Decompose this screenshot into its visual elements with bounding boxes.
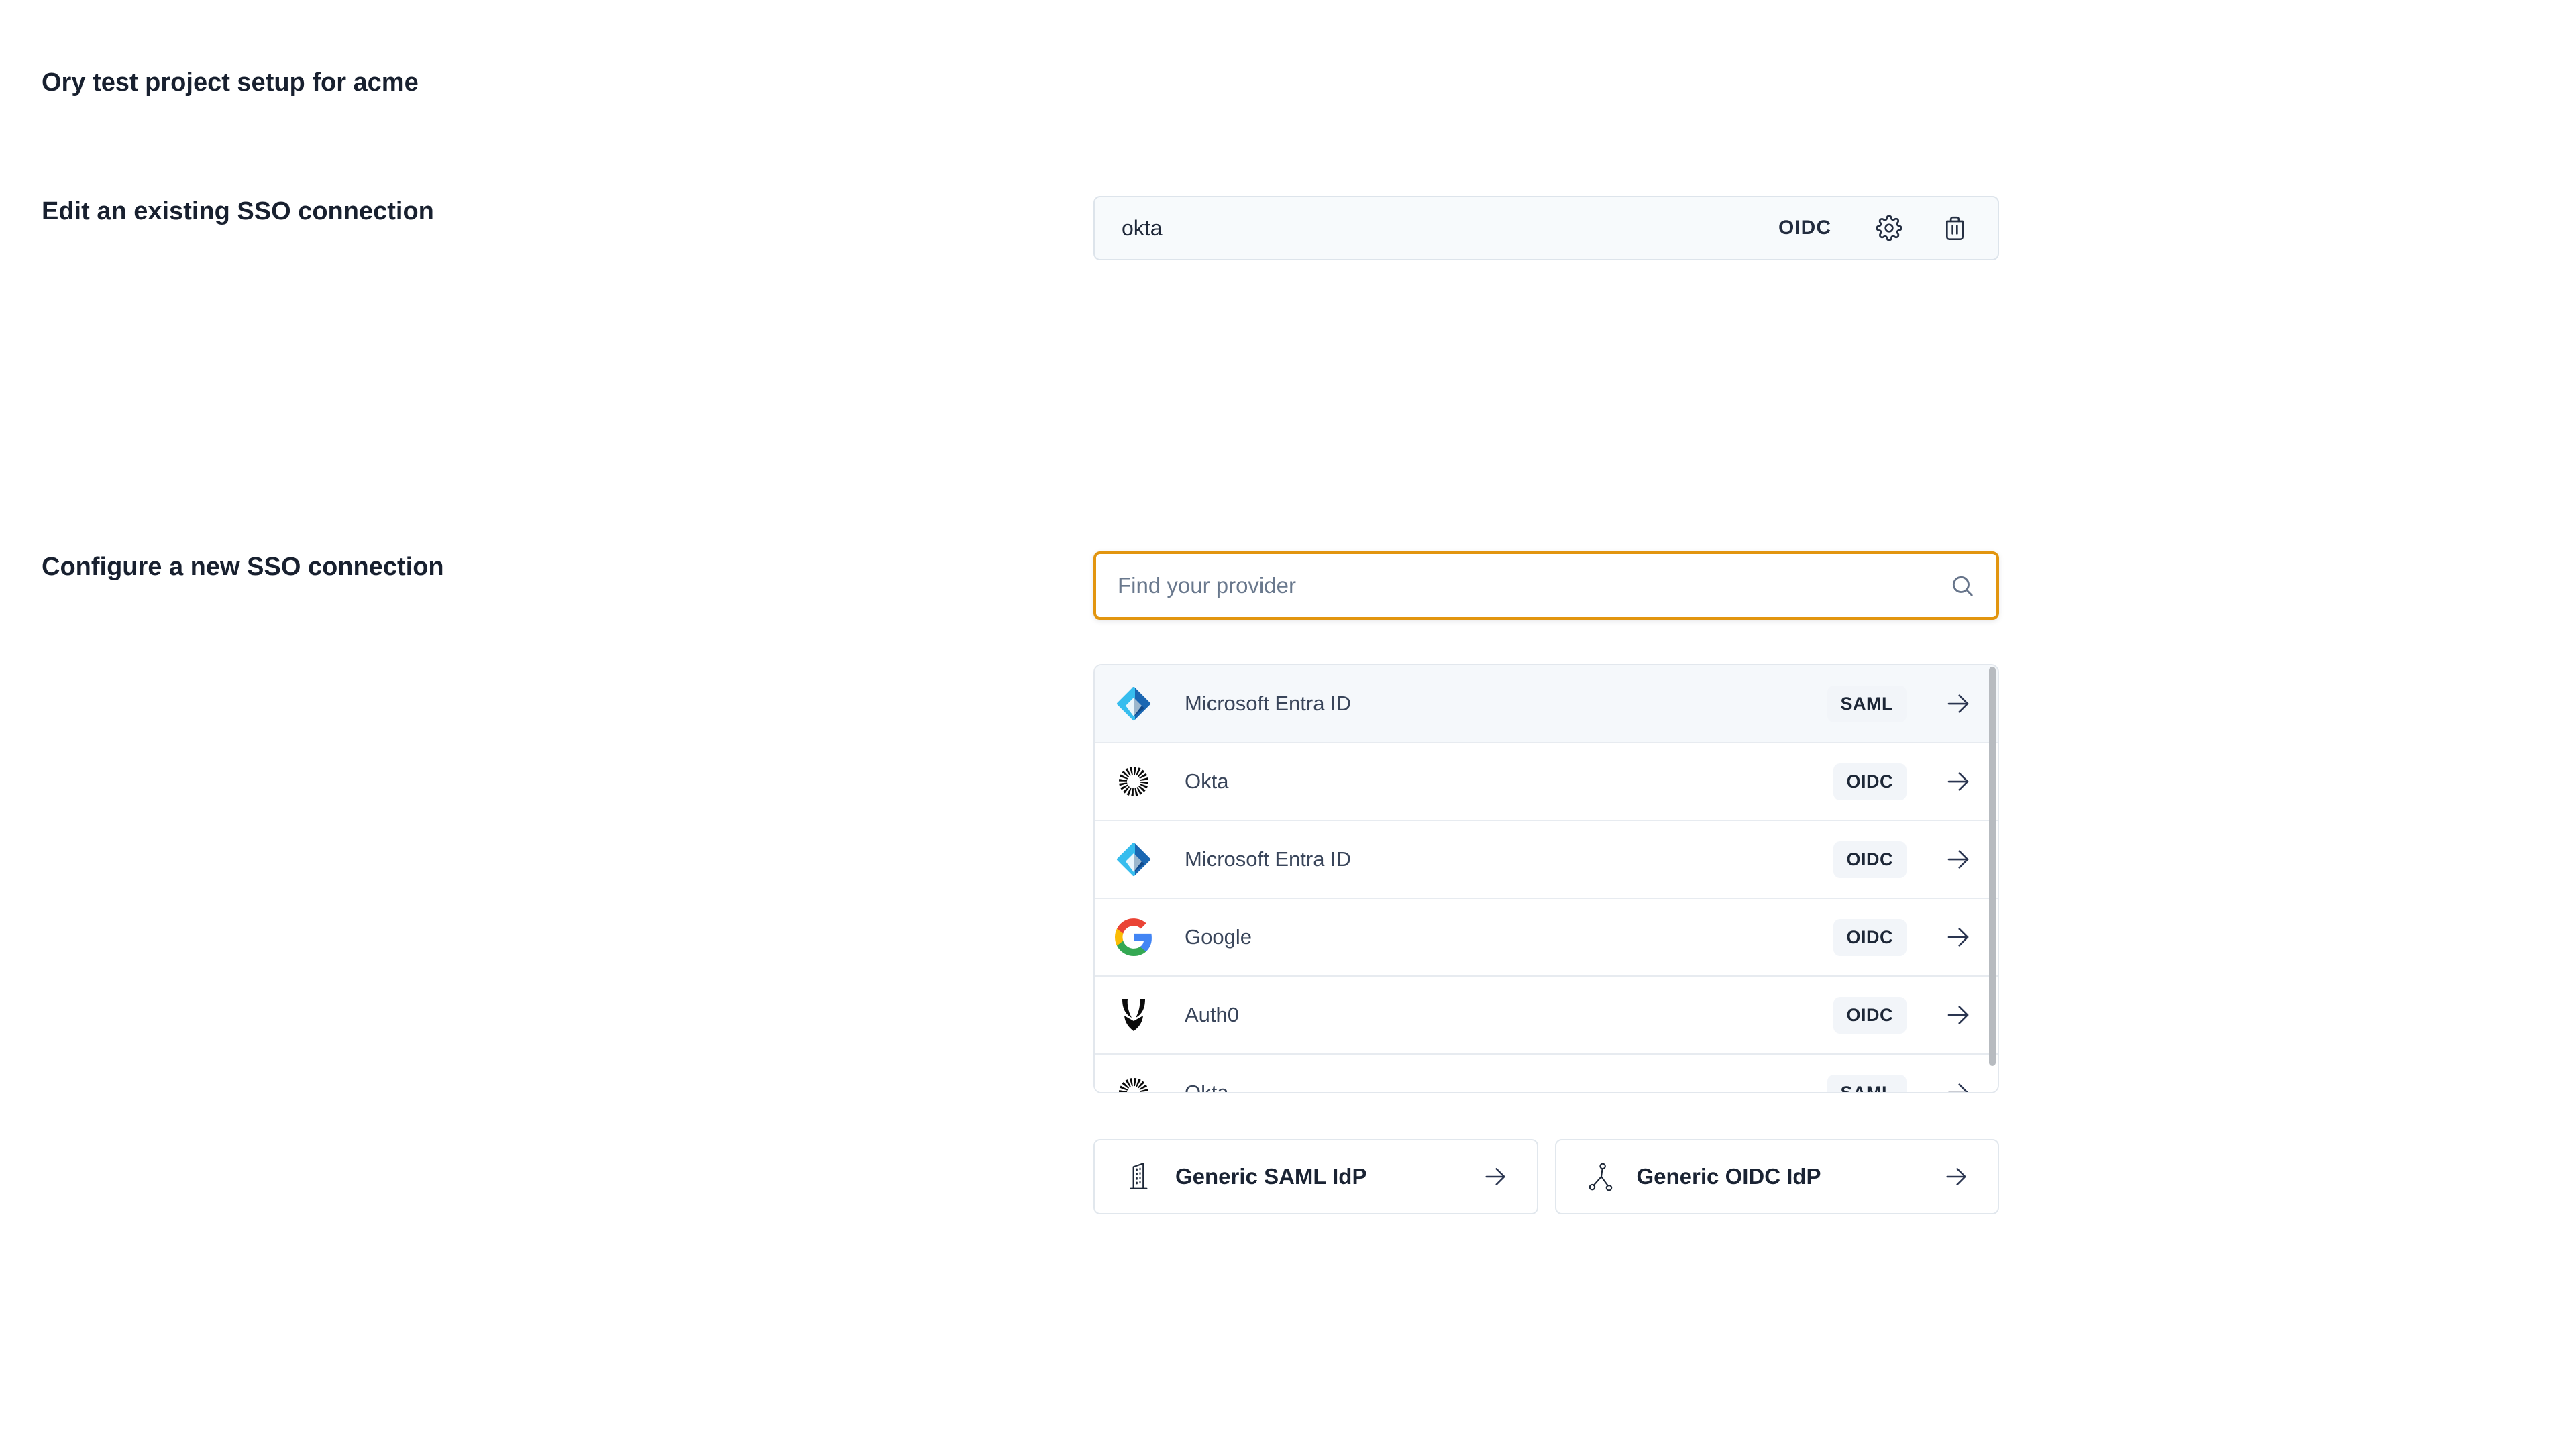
generic-idp-label: Generic SAML IdP [1175, 1164, 1367, 1189]
okta-logo-icon [1119, 1078, 1148, 1092]
provider-row-microsoft-entra-saml[interactable]: Microsoft Entra ID SAML [1095, 665, 1998, 743]
building-icon [1130, 1163, 1148, 1189]
connection-name: okta [1122, 215, 1163, 240]
google-logo-icon [1115, 918, 1152, 956]
generic-idp-button-generic-saml-idp[interactable]: Generic SAML IdP [1093, 1139, 1538, 1214]
provider-name: Okta [1185, 1081, 1229, 1093]
generic-idp-label: Generic OIDC IdP [1636, 1164, 1821, 1189]
provider-list: Microsoft Entra ID SAML Okta OIDC Micros… [1093, 664, 1999, 1093]
arrow-right-icon [1947, 850, 1969, 869]
arrow-right-icon [1947, 1006, 1969, 1024]
arrow-right-icon [1948, 1083, 1968, 1092]
arrow-right-icon [1485, 1168, 1505, 1185]
provider-search-box [1093, 551, 1999, 620]
generic-idp-buttons: Generic SAML IdP Generic OIDC IdP [1093, 1139, 1999, 1214]
provider-search-input[interactable] [1118, 573, 1949, 598]
provider-name: Microsoft Entra ID [1185, 847, 1352, 871]
protocol-badge: OIDC [1833, 841, 1907, 878]
auth0-logo-icon [1122, 999, 1145, 1031]
arrow-right-icon [1946, 1168, 1966, 1185]
edit-sso-heading: Edit an existing SSO connection [42, 197, 434, 225]
provider-row-okta-saml[interactable]: Okta SAML [1095, 1055, 1998, 1093]
configure-sso-heading: Configure a new SSO connection [42, 553, 444, 581]
connection-delete-button[interactable] [1939, 212, 1971, 244]
search-icon [1952, 576, 1973, 596]
provider-row-okta-oidc[interactable]: Okta OIDC [1095, 743, 1998, 821]
protocol-badge: OIDC [1833, 763, 1907, 800]
provider-name: Microsoft Entra ID [1185, 692, 1352, 715]
connection-settings-button[interactable] [1873, 212, 1905, 244]
trash-icon [1946, 216, 1964, 240]
arrow-right-icon [1947, 694, 1969, 713]
protocol-badge: SAML [1827, 685, 1907, 722]
protocol-badge: OIDC [1833, 996, 1907, 1034]
gear-icon [1876, 215, 1902, 241]
microsoft-entra-logo-icon [1117, 843, 1150, 876]
arrow-right-icon [1947, 772, 1969, 791]
existing-connection-row: okta OIDC [1093, 196, 1999, 260]
arrow-right-icon [1947, 928, 1969, 947]
provider-list-scrollbar-track [1988, 667, 1996, 1092]
okta-logo-icon [1119, 767, 1148, 796]
provider-row-auth0-oidc[interactable]: Auth0 OIDC [1095, 977, 1998, 1055]
provider-name: Google [1185, 925, 1252, 949]
provider-list-scrollbar-thumb[interactable] [1989, 667, 1996, 1066]
provider-name: Okta [1185, 769, 1229, 793]
provider-row-microsoft-entra-oidc[interactable]: Microsoft Entra ID OIDC [1095, 821, 1998, 899]
provider-row-google-oidc[interactable]: Google OIDC [1095, 899, 1998, 977]
generic-idp-button-generic-oidc-idp[interactable]: Generic OIDC IdP [1554, 1139, 1999, 1214]
network-icon [1589, 1163, 1612, 1191]
protocol-badge: OIDC [1833, 918, 1907, 956]
microsoft-entra-logo-icon [1117, 687, 1150, 720]
connection-protocol-label: OIDC [1778, 217, 1831, 239]
provider-name: Auth0 [1185, 1003, 1240, 1026]
protocol-badge: SAML [1827, 1074, 1907, 1092]
page-title: Ory test project setup for acme [42, 68, 419, 97]
